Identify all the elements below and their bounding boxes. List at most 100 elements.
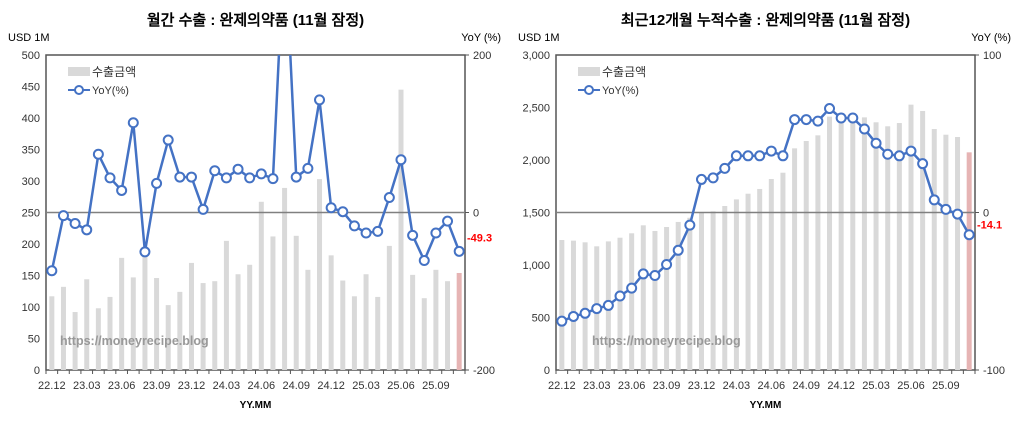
bar [675,221,681,370]
y-tick-label-left: 50 [28,334,40,346]
bar [687,217,693,370]
yoy-point [754,150,766,162]
bar [943,134,949,370]
bar [72,312,78,370]
legend-bar-swatch [68,67,90,76]
y-tick-label-left: 0 [544,365,550,377]
yoy-point [430,227,442,239]
x-tick-label: 25.06 [387,380,415,392]
yoy-point [395,154,407,166]
legend-bar-label: 수출금액 [92,65,136,79]
bar [733,199,739,370]
y-tick-label-right: -200 [473,365,495,377]
bar [629,233,635,370]
yoy-point [730,150,742,162]
x-tick-label: 23.12 [688,380,716,392]
bar [792,148,798,370]
x-tick-label: 22.12 [38,380,66,392]
yoy-point [556,315,568,327]
bar [955,137,961,370]
x-tick-label: 25.09 [932,380,960,392]
bar [107,296,113,370]
bar [445,281,451,370]
bar [200,283,206,370]
bar [873,122,879,371]
yoy-point [255,168,267,180]
yoy-series [46,55,465,277]
yoy-point [185,171,197,183]
yoy-point [162,134,174,146]
bar [60,286,66,370]
bar [375,296,381,370]
yoy-line [50,55,461,272]
yoy-point [765,145,777,157]
chart-2: 최근12개월 누적수출 : 완제의약품 (11월 잠정) USD 1M YoY (%… [518,11,1011,411]
y-tick-label-left: 400 [22,113,40,125]
yoy-point [267,173,279,185]
yoy-point [232,163,244,175]
y-tick-label-left: 2,500 [522,103,550,115]
bar [815,135,821,370]
x-tick-label: 25.06 [897,380,925,392]
x-axis-label: YY.MM [240,400,272,411]
yoy-point [314,94,326,106]
x-tick-label: 22.12 [548,380,576,392]
yoy-point [684,219,696,231]
yoy-point [614,290,626,302]
bar [559,240,565,370]
yoy-point [602,299,614,311]
bar [247,264,253,370]
yoy-point [847,112,859,124]
x-tick-label: 23.03 [73,380,101,392]
bar [119,257,125,370]
bar [351,296,357,370]
bar [803,140,809,370]
x-tick-label: 23.09 [653,380,681,392]
y-tick-label-left: 350 [22,145,40,157]
yoy-point [337,206,349,218]
x-tick-label: 23.03 [583,380,611,392]
yoy-point [591,303,603,315]
bar [410,274,416,370]
bar [433,269,439,370]
yoy-point [220,172,232,184]
yoy-point [442,215,454,227]
bar [386,245,392,370]
yoy-point [579,307,591,319]
y-tick-label-left: 500 [22,50,40,62]
x-tick-label: 25.03 [352,380,380,392]
watermark: https://moneyrecipe.blog [60,334,209,348]
bar [270,236,276,370]
yoy-point [812,115,824,127]
yoy-point [290,171,302,183]
last-value-label: -49.3 [467,232,492,244]
yoy-point [824,103,836,115]
right-axis-unit: YoY (%) [461,32,501,44]
bar [570,240,576,370]
bar [328,255,334,370]
y-tick-label-left: 100 [22,302,40,314]
yoy-point [174,171,186,183]
left-axis-unit: USD 1M [8,32,50,44]
yoy-point [742,150,754,162]
yoy-point [383,192,395,204]
legend-line-label: YoY(%) [602,85,639,97]
yoy-point [719,162,731,174]
yoy-point [127,117,139,129]
bar [340,280,346,370]
yoy-point [905,145,917,157]
y-tick-label-left: 1,500 [522,208,550,220]
bar [305,269,311,370]
yoy-point [453,245,465,257]
bar [908,104,914,370]
yoy-point [917,158,929,170]
y-tick-label-left: 3,000 [522,50,550,62]
bar [188,262,194,370]
bar [780,172,786,370]
y-tick-label-left: 250 [22,208,40,220]
x-tick-label: 24.09 [792,380,820,392]
yoy-point [626,282,638,294]
yoy-point [46,265,58,277]
x-tick-label: 24.06 [758,380,786,392]
bar [850,120,856,370]
